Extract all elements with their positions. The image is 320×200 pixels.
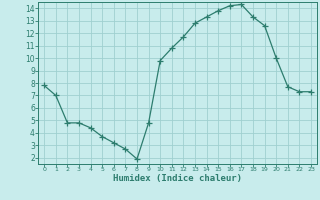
X-axis label: Humidex (Indice chaleur): Humidex (Indice chaleur)	[113, 174, 242, 183]
